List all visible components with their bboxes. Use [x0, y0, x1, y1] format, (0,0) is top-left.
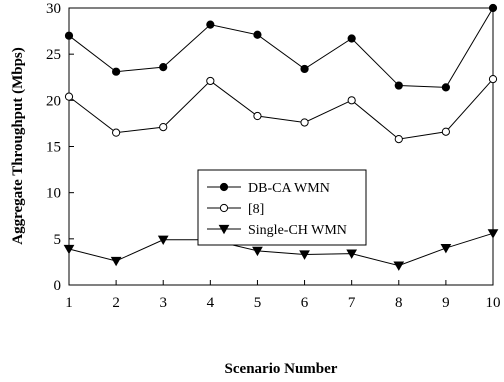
x-tick-label: 3 — [159, 295, 167, 311]
y-axis-title: Aggregate Throughput (Mbps) — [10, 47, 26, 245]
data-point — [299, 250, 310, 260]
data-point — [253, 111, 262, 121]
legend-entry: [8] — [207, 202, 264, 217]
x-tick-label: 7 — [348, 295, 356, 311]
data-point — [112, 67, 121, 76]
y-tick-label: 5 — [54, 232, 62, 248]
data-point — [253, 30, 262, 39]
data-point — [347, 96, 356, 105]
y-tick-label: 30 — [46, 1, 61, 17]
x-tick-label: 8 — [395, 295, 403, 311]
x-tick-label: 5 — [254, 295, 262, 311]
series-2 — [64, 74, 498, 144]
y-tick-label: 20 — [46, 93, 61, 109]
series-line — [68, 7, 494, 88]
x-tick-label: 9 — [442, 295, 450, 311]
y-tick-label: 15 — [46, 140, 61, 156]
data-point — [112, 128, 121, 137]
legend-marker — [218, 224, 230, 235]
data-point — [347, 34, 356, 43]
x-tick-label: 1 — [65, 295, 73, 311]
y-tick-label: 0 — [54, 278, 62, 294]
legend-marker — [219, 182, 229, 192]
data-point — [159, 123, 168, 132]
data-point — [206, 76, 215, 86]
x-tick-label: 10 — [486, 295, 501, 311]
series-layer — [63, 3, 499, 271]
legend-entry: Single-CH WMN — [207, 223, 347, 238]
data-point — [441, 83, 450, 92]
data-point — [300, 118, 309, 127]
data-point — [300, 64, 309, 74]
data-point — [63, 244, 75, 255]
legend-marker — [219, 203, 229, 213]
data-point — [110, 256, 122, 267]
data-point — [157, 235, 169, 246]
data-point — [488, 3, 498, 13]
legend-rows: DB-CA WMN [8] Single-CH WMN — [207, 181, 347, 238]
data-point — [252, 246, 263, 257]
y-tick-label: 10 — [46, 186, 61, 202]
legend: DB-CA WMN [8] Single-CH WMN — [197, 169, 367, 246]
x-tick-label: 2 — [112, 295, 120, 311]
series-line — [68, 78, 494, 140]
data-point — [64, 92, 74, 101]
legend-label: Single-CH WMN — [248, 223, 347, 238]
data-point — [64, 31, 74, 40]
x-tick-label: 6 — [301, 295, 309, 311]
data-point — [394, 81, 403, 90]
series-line — [68, 232, 494, 267]
data-point — [206, 20, 215, 29]
x-axis-title: Scenario Number — [225, 361, 338, 377]
data-point — [394, 135, 403, 144]
data-point — [393, 261, 405, 271]
data-point — [487, 229, 499, 239]
ticks-layer: 1 2 3 4 5 6 7 8 9 10 0 5 10 15 20 25 30 — [46, 1, 501, 311]
y-tick-label: 25 — [46, 47, 61, 63]
data-point — [346, 249, 358, 259]
data-point — [440, 243, 452, 254]
data-point — [159, 62, 168, 72]
legend-label: DB-CA WMN — [248, 181, 330, 196]
legend-label: [8] — [248, 202, 264, 217]
legend-entry: DB-CA WMN — [207, 181, 330, 196]
x-tick-label: 4 — [207, 295, 215, 311]
data-point — [441, 127, 450, 136]
data-point — [488, 74, 498, 84]
series-1 — [64, 3, 498, 92]
